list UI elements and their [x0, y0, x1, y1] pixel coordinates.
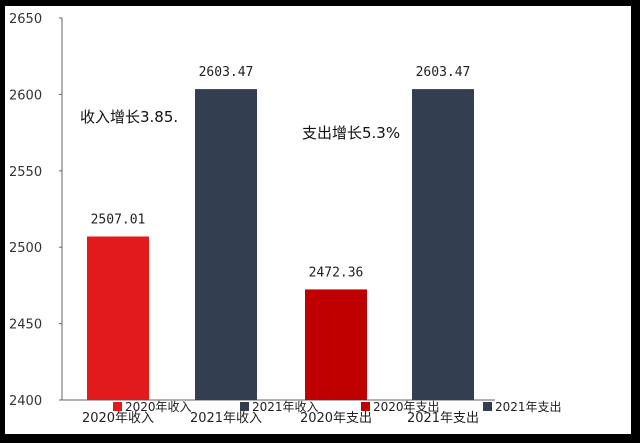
- legend-label: 2021年收入: [252, 400, 319, 414]
- legend-swatch: [113, 402, 122, 411]
- bar: [305, 289, 367, 400]
- legend-label: 2021年支出: [495, 400, 562, 414]
- annotation-expense-growth: 支出增长5.3%: [302, 124, 400, 142]
- legend-swatch: [361, 402, 370, 411]
- legend-swatch: [240, 402, 249, 411]
- y-tick-label: 2400: [9, 394, 42, 409]
- bars: 2507.01 2603.47 2472.36 2603.47: [87, 65, 474, 400]
- y-tick-label: 2650: [9, 12, 42, 27]
- category-label: 2020年支出: [300, 411, 372, 426]
- chart-frame: 2400 2450 2500 2550 2600 2650 2507.01 2603.47 2…: [5, 6, 631, 434]
- legend-label: 2020年支出: [373, 400, 440, 414]
- data-label: 2603.47: [199, 65, 254, 80]
- bar: [412, 89, 474, 400]
- category-label: 2021年支出: [407, 411, 479, 426]
- y-tick-label: 2450: [9, 318, 42, 333]
- data-label: 2603.47: [416, 65, 471, 80]
- bar: [87, 236, 149, 400]
- data-label: 2472.36: [309, 265, 364, 280]
- legend: 2020年收入 2021年收入 2020年支出 2021年支出: [113, 400, 562, 414]
- y-tick-label: 2600: [9, 88, 42, 103]
- data-label: 2507.01: [91, 212, 146, 227]
- legend-label: 2020年收入: [125, 400, 192, 414]
- legend-swatch: [483, 402, 492, 411]
- annotation-income-growth: 收入增长3.85.: [80, 108, 178, 126]
- category-label: 2020年收入: [82, 411, 154, 426]
- y-tick-label: 2550: [9, 165, 42, 180]
- category-label: 2021年收入: [190, 411, 262, 426]
- category-labels: 2020年收入 2021年收入 2020年支出 2021年支出: [82, 411, 479, 426]
- y-tick-label: 2500: [9, 241, 42, 256]
- bar: [195, 89, 257, 400]
